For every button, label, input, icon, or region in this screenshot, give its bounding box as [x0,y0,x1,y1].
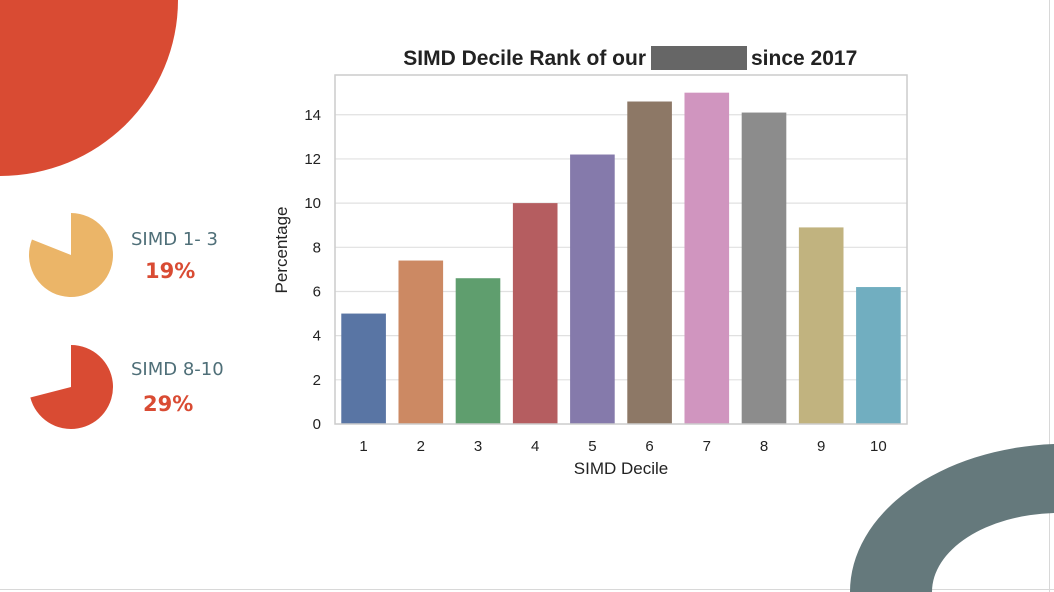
slide-border-bottom [0,589,1054,590]
bars [341,92,901,425]
stat-value-simd-1-3: 19% [145,259,196,283]
pie-icon-simd-8-10 [30,345,114,429]
stat-label-simd-8-10: SIMD 8-10 [131,359,224,380]
x-tick-label: 6 [645,438,653,455]
x-tick-label: 8 [760,438,768,455]
pie-icon-simd-1-3 [29,213,114,297]
bar-decile-7 [684,92,730,425]
x-tick-label: 3 [474,438,482,455]
y-axis-label: Percentage [272,207,291,294]
x-tick-label: 4 [531,438,539,455]
y-tick-label: 12 [304,151,321,168]
y-tick-label: 2 [313,372,321,389]
x-tick-labels: 1 2 3 4 5 6 7 8 9 10 [359,438,886,455]
y-tick-label: 8 [313,239,321,256]
y-tick-label: 14 [304,107,321,124]
bar-decile-2 [398,260,444,424]
x-axis-label: SIMD Decile [574,459,668,478]
chart-title-left: SIMD Decile Rank of our [403,47,646,70]
y-tick-label: 0 [313,416,321,433]
y-tick-label: 4 [313,328,321,345]
bar-decile-1 [341,313,386,424]
y-tick-label: 6 [313,283,321,300]
x-tick-label: 1 [359,438,367,455]
pie-slice-simd-1-3 [29,213,114,297]
stat-label-simd-1-3: SIMD 1- 3 [131,229,218,250]
plot-frame [334,74,908,425]
x-tick-label: 2 [417,438,425,455]
title-redaction-box [651,46,747,70]
bar-decile-4 [512,203,558,424]
x-tick-label: 9 [817,438,825,455]
decorative-quarter-circle [0,0,178,176]
y-tick-labels: 0 2 4 6 8 10 12 14 [304,107,321,433]
x-tick-label: 7 [703,438,711,455]
slide-border-right [1049,0,1050,592]
pie-slice-simd-8-10 [30,345,114,429]
decorative-red-quarter-circle [0,0,178,176]
chart-title-right: since 2017 [751,47,857,70]
x-tick-label: 5 [588,438,596,455]
bar-decile-6 [627,101,672,424]
bar-decile-9 [798,227,844,424]
bar-decile-10 [856,287,901,424]
y-tick-label: 10 [304,195,321,212]
bar-decile-3 [455,278,501,424]
x-tick-label: 10 [870,438,887,455]
bar-decile-8 [741,112,787,425]
stat-value-simd-8-10: 29% [143,392,194,416]
bar-decile-5 [570,154,615,424]
